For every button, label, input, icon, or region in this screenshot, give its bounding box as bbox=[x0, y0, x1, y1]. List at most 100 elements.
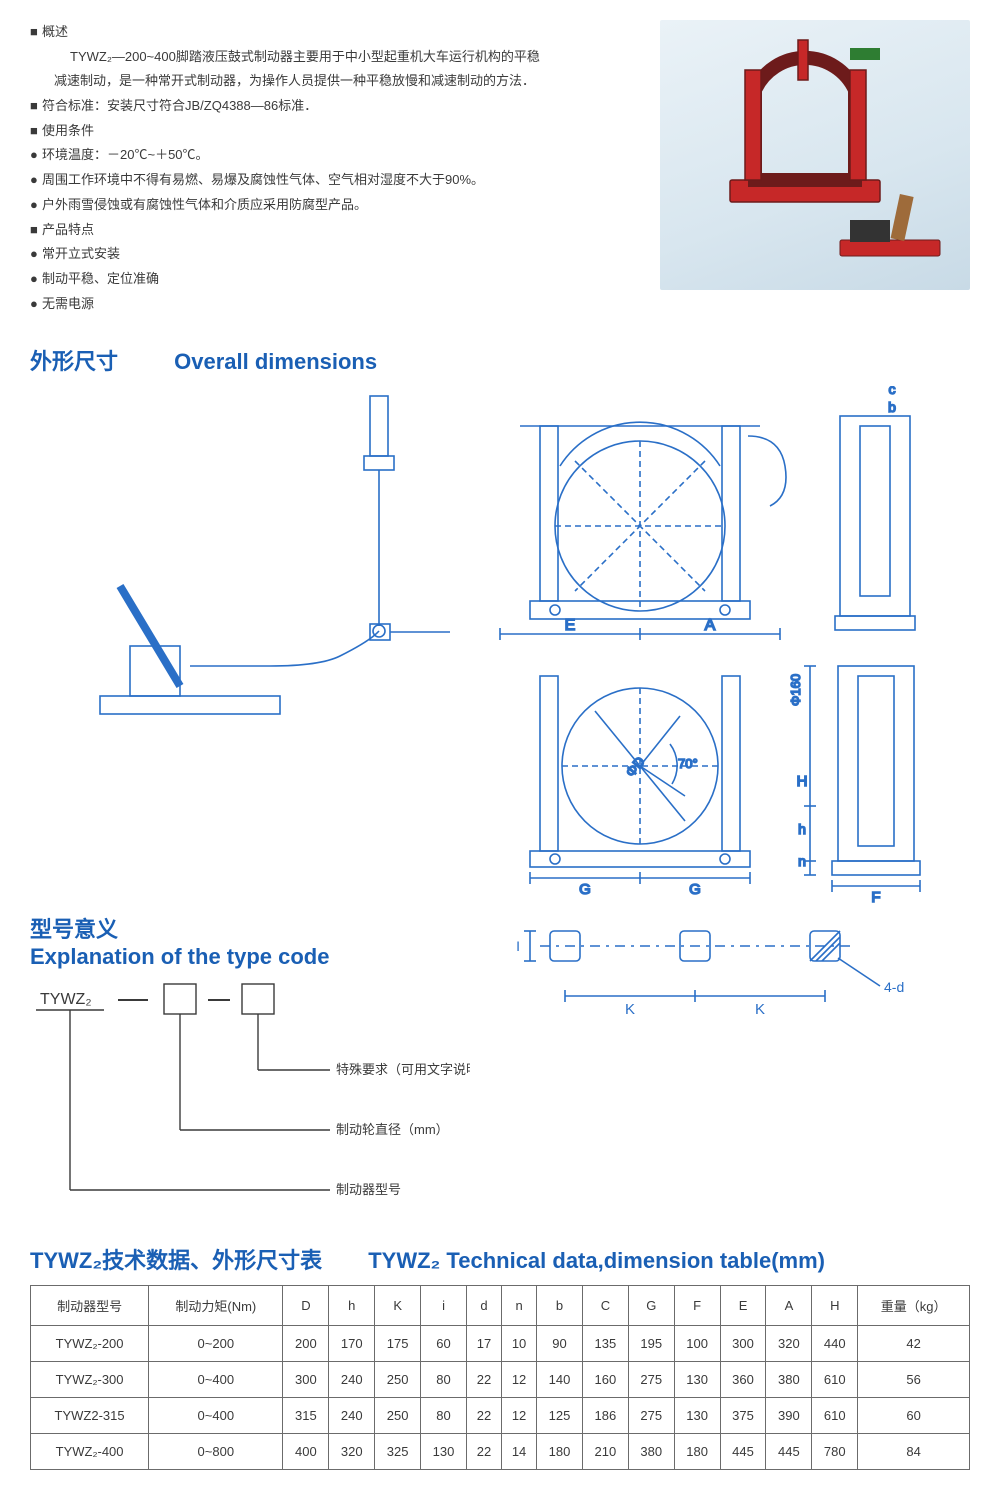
section-dimensions-heading: 外形尺寸 Overall dimensions bbox=[30, 344, 970, 376]
table-cell: 300 bbox=[283, 1362, 329, 1398]
svg-text:F: F bbox=[871, 889, 880, 906]
table-cell: 325 bbox=[375, 1434, 421, 1470]
svg-text:TYWZ₂: TYWZ₂ bbox=[40, 991, 92, 1008]
product-photo-svg bbox=[660, 20, 970, 290]
table-cell: 315 bbox=[283, 1398, 329, 1434]
svg-text:H: H bbox=[797, 773, 808, 790]
table-cell: TYWZ2-315 bbox=[31, 1398, 149, 1434]
table-row: TYWZ₂-4000~80040032032513022141802103801… bbox=[31, 1434, 970, 1470]
table-cell: 240 bbox=[329, 1398, 375, 1434]
table-cell: 130 bbox=[421, 1434, 467, 1470]
table-cell: 180 bbox=[537, 1434, 583, 1470]
svg-text:G: G bbox=[579, 881, 591, 898]
table-cell: 250 bbox=[375, 1398, 421, 1434]
table-cell: 84 bbox=[858, 1434, 970, 1470]
table-cell: 42 bbox=[858, 1326, 970, 1362]
table-cell: TYWZ₂-300 bbox=[31, 1362, 149, 1398]
svg-text:E: E bbox=[565, 617, 576, 634]
svg-text:ΦD: ΦD bbox=[622, 754, 648, 781]
table-cell: 320 bbox=[766, 1326, 812, 1362]
table-cell: 180 bbox=[674, 1434, 720, 1470]
dimension-diagram-svg: c b E A ΦD 70° bbox=[30, 386, 970, 906]
table-header-cell: h bbox=[329, 1286, 375, 1326]
svg-text:h: h bbox=[798, 821, 806, 837]
table-cell: 175 bbox=[375, 1326, 421, 1362]
table-cell: 240 bbox=[329, 1362, 375, 1398]
table-cell: 125 bbox=[537, 1398, 583, 1434]
table-header-cell: F bbox=[674, 1286, 720, 1326]
section-table-heading: TYWZ₂技术数据、外形尺寸表 TYWZ₂ Technical data,dim… bbox=[30, 1243, 970, 1275]
table-cell: 0~800 bbox=[149, 1434, 283, 1470]
table-cell: 250 bbox=[375, 1362, 421, 1398]
table-cell: 400 bbox=[283, 1434, 329, 1470]
table-cell: 90 bbox=[537, 1326, 583, 1362]
table-header-cell: 制动力矩(Nm) bbox=[149, 1286, 283, 1326]
table-cell: TYWZ₂-400 bbox=[31, 1434, 149, 1470]
table-cell: 360 bbox=[720, 1362, 766, 1398]
top-section: ■概述 TYWZ₂—200~400脚踏液压鼓式制动器主要用于中小型起重机大车运行… bbox=[30, 20, 970, 316]
svg-text:b: b bbox=[888, 399, 896, 415]
table-header-cell: 制动器型号 bbox=[31, 1286, 149, 1326]
table-cell: 80 bbox=[421, 1362, 467, 1398]
svg-text:制动轮直径（mm）: 制动轮直径（mm） bbox=[336, 1122, 449, 1137]
dimension-table: 制动器型号制动力矩(Nm)DhKidnbCGFEAH重量（kg） TYWZ₂-2… bbox=[30, 1285, 970, 1470]
table-cell: 160 bbox=[582, 1362, 628, 1398]
table-cell: 22 bbox=[466, 1434, 501, 1470]
table-header-cell: A bbox=[766, 1286, 812, 1326]
table-header-cell: C bbox=[582, 1286, 628, 1326]
table-cell: 275 bbox=[628, 1362, 674, 1398]
table-header-cell: d bbox=[466, 1286, 501, 1326]
table-header-row: 制动器型号制动力矩(Nm)DhKidnbCGFEAH重量（kg） bbox=[31, 1286, 970, 1326]
section-typecode-heading: 型号意义 Explanation of the type code bbox=[30, 912, 470, 970]
table-cell: 380 bbox=[628, 1434, 674, 1470]
table-row: TYWZ2-3150~40031524025080221212518627513… bbox=[31, 1398, 970, 1434]
svg-text:I: I bbox=[516, 938, 520, 954]
table-cell: 100 bbox=[674, 1326, 720, 1362]
table-cell: 170 bbox=[329, 1326, 375, 1362]
typecode-row: 型号意义 Explanation of the type code TYWZ₂ bbox=[30, 906, 970, 1215]
table-header-cell: D bbox=[283, 1286, 329, 1326]
table-cell: 186 bbox=[582, 1398, 628, 1434]
table-header-cell: K bbox=[375, 1286, 421, 1326]
table-cell: 195 bbox=[628, 1326, 674, 1362]
table-header-cell: G bbox=[628, 1286, 674, 1326]
table-cell: 200 bbox=[283, 1326, 329, 1362]
table-cell: 440 bbox=[812, 1326, 858, 1362]
svg-text:70°: 70° bbox=[678, 756, 698, 771]
svg-text:Φ160: Φ160 bbox=[788, 674, 803, 706]
svg-text:4-d: 4-d bbox=[884, 979, 904, 995]
table-body: TYWZ₂-2000~20020017017560171090135195100… bbox=[31, 1326, 970, 1470]
overview-title: 概述 bbox=[42, 20, 68, 45]
table-header-cell: i bbox=[421, 1286, 467, 1326]
table-cell: 210 bbox=[582, 1434, 628, 1470]
table-cell: 390 bbox=[766, 1398, 812, 1434]
table-header-cell: H bbox=[812, 1286, 858, 1326]
overview-text: ■概述 TYWZ₂—200~400脚踏液压鼓式制动器主要用于中小型起重机大车运行… bbox=[30, 20, 640, 316]
table-cell: 375 bbox=[720, 1398, 766, 1434]
table-cell: 60 bbox=[421, 1326, 467, 1362]
table-cell: 22 bbox=[466, 1362, 501, 1398]
svg-text:制动器型号: 制动器型号 bbox=[336, 1182, 401, 1197]
table-cell: 60 bbox=[858, 1398, 970, 1434]
table-cell: 0~400 bbox=[149, 1362, 283, 1398]
table-row: TYWZ₂-3000~40030024025080221214016027513… bbox=[31, 1362, 970, 1398]
svg-text:K: K bbox=[625, 1001, 635, 1018]
table-cell: 56 bbox=[858, 1362, 970, 1398]
table-cell: 780 bbox=[812, 1434, 858, 1470]
table-cell: 135 bbox=[582, 1326, 628, 1362]
table-cell: 12 bbox=[502, 1362, 537, 1398]
table-cell: 17 bbox=[466, 1326, 501, 1362]
table-cell: 12 bbox=[502, 1398, 537, 1434]
table-cell: TYWZ₂-200 bbox=[31, 1326, 149, 1362]
table-cell: 140 bbox=[537, 1362, 583, 1398]
overview-body1: TYWZ₂—200~400脚踏液压鼓式制动器主要用于中小型起重机大车运行机构的平… bbox=[30, 45, 640, 70]
table-cell: 300 bbox=[720, 1326, 766, 1362]
svg-text:K: K bbox=[755, 1001, 765, 1018]
table-cell: 275 bbox=[628, 1398, 674, 1434]
typecode-diagram: TYWZ₂ 特殊要求（可用文字说明） 制动轮直径（mm） bbox=[30, 980, 470, 1210]
svg-text:A: A bbox=[705, 617, 716, 634]
table-cell: 130 bbox=[674, 1398, 720, 1434]
table-cell: 445 bbox=[766, 1434, 812, 1470]
dimension-diagram: c b E A ΦD 70° bbox=[30, 386, 970, 906]
overview-body2: 减速制动，是一种常开式制动器，为操作人员提供一种平稳放慢和减速制动的方法． bbox=[30, 69, 640, 94]
